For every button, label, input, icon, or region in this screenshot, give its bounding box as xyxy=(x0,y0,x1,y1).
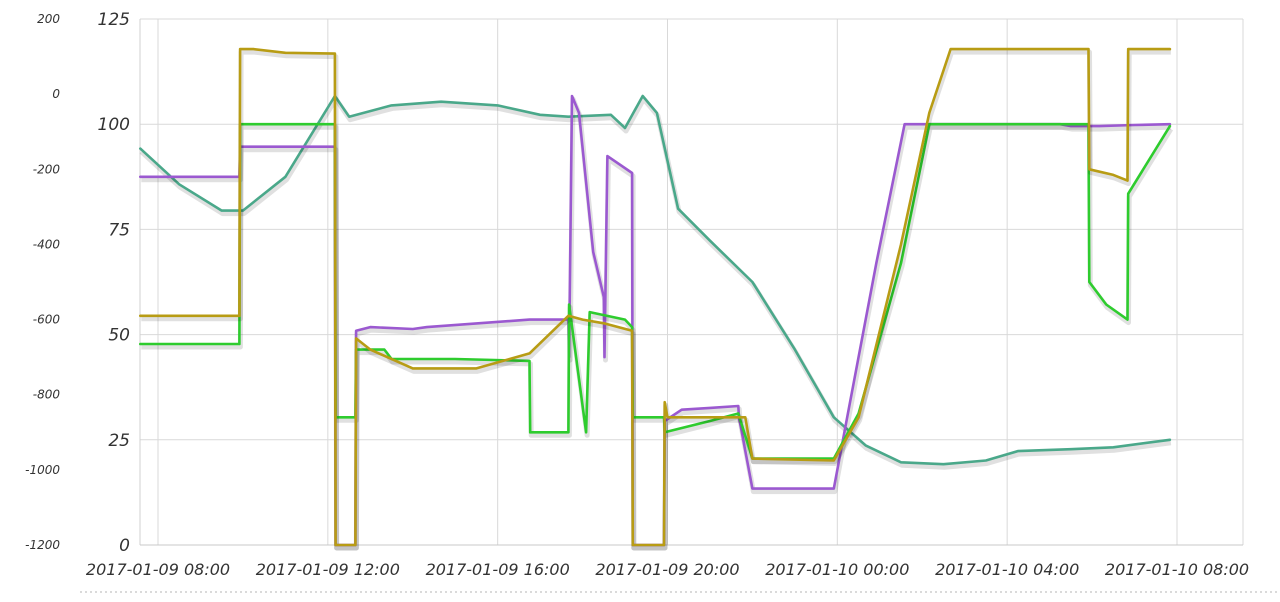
x-tick-label: 2017-01-09 20:00 xyxy=(595,560,739,579)
grid-lines xyxy=(139,18,1244,546)
x-tick-label: 2017-01-10 00:00 xyxy=(765,560,909,579)
left-tick-label: 0 xyxy=(52,87,60,101)
series-layer xyxy=(139,47,1174,551)
x-tick-label: 2017-01-10 08:00 xyxy=(1105,560,1249,579)
left-tick-label: -400 xyxy=(33,237,61,251)
x-tick-label: 2017-01-09 16:00 xyxy=(426,560,570,579)
x-tick-label: 2017-01-10 04:00 xyxy=(935,560,1079,579)
scale-tick-label: 25 xyxy=(108,431,130,451)
left-tick-label: -1000 xyxy=(25,463,60,477)
left-tick-label: -800 xyxy=(33,388,61,402)
scale-tick-label: 0 xyxy=(119,536,130,556)
right-axis: 125 100 75 50 25 0 xyxy=(98,10,130,556)
x-tick-label: 2017-01-09 12:00 xyxy=(256,560,400,579)
scale-tick-label: 125 xyxy=(98,10,130,30)
scale-tick-label: 75 xyxy=(108,220,130,240)
left-tick-label: -600 xyxy=(33,313,61,327)
left-tick-label: 200 xyxy=(37,12,60,26)
series-line-3 xyxy=(139,122,1172,460)
scale-tick-label: 50 xyxy=(108,326,130,346)
left-axis: 200 0 -200 -400 -600 -800 -1000 -1200 xyxy=(25,12,60,552)
left-tick-label: -1200 xyxy=(25,538,60,552)
x-axis: 2017-01-09 08:00 2017-01-09 12:00 2017-01-… xyxy=(86,560,1249,579)
scale-tick-label: 100 xyxy=(98,115,130,135)
series-line-4 xyxy=(139,47,1172,547)
series-shadow xyxy=(141,124,1174,465)
series-shadow xyxy=(139,96,1172,470)
left-tick-label: -200 xyxy=(33,162,61,176)
x-tick-label: 2017-01-09 08:00 xyxy=(86,560,230,579)
